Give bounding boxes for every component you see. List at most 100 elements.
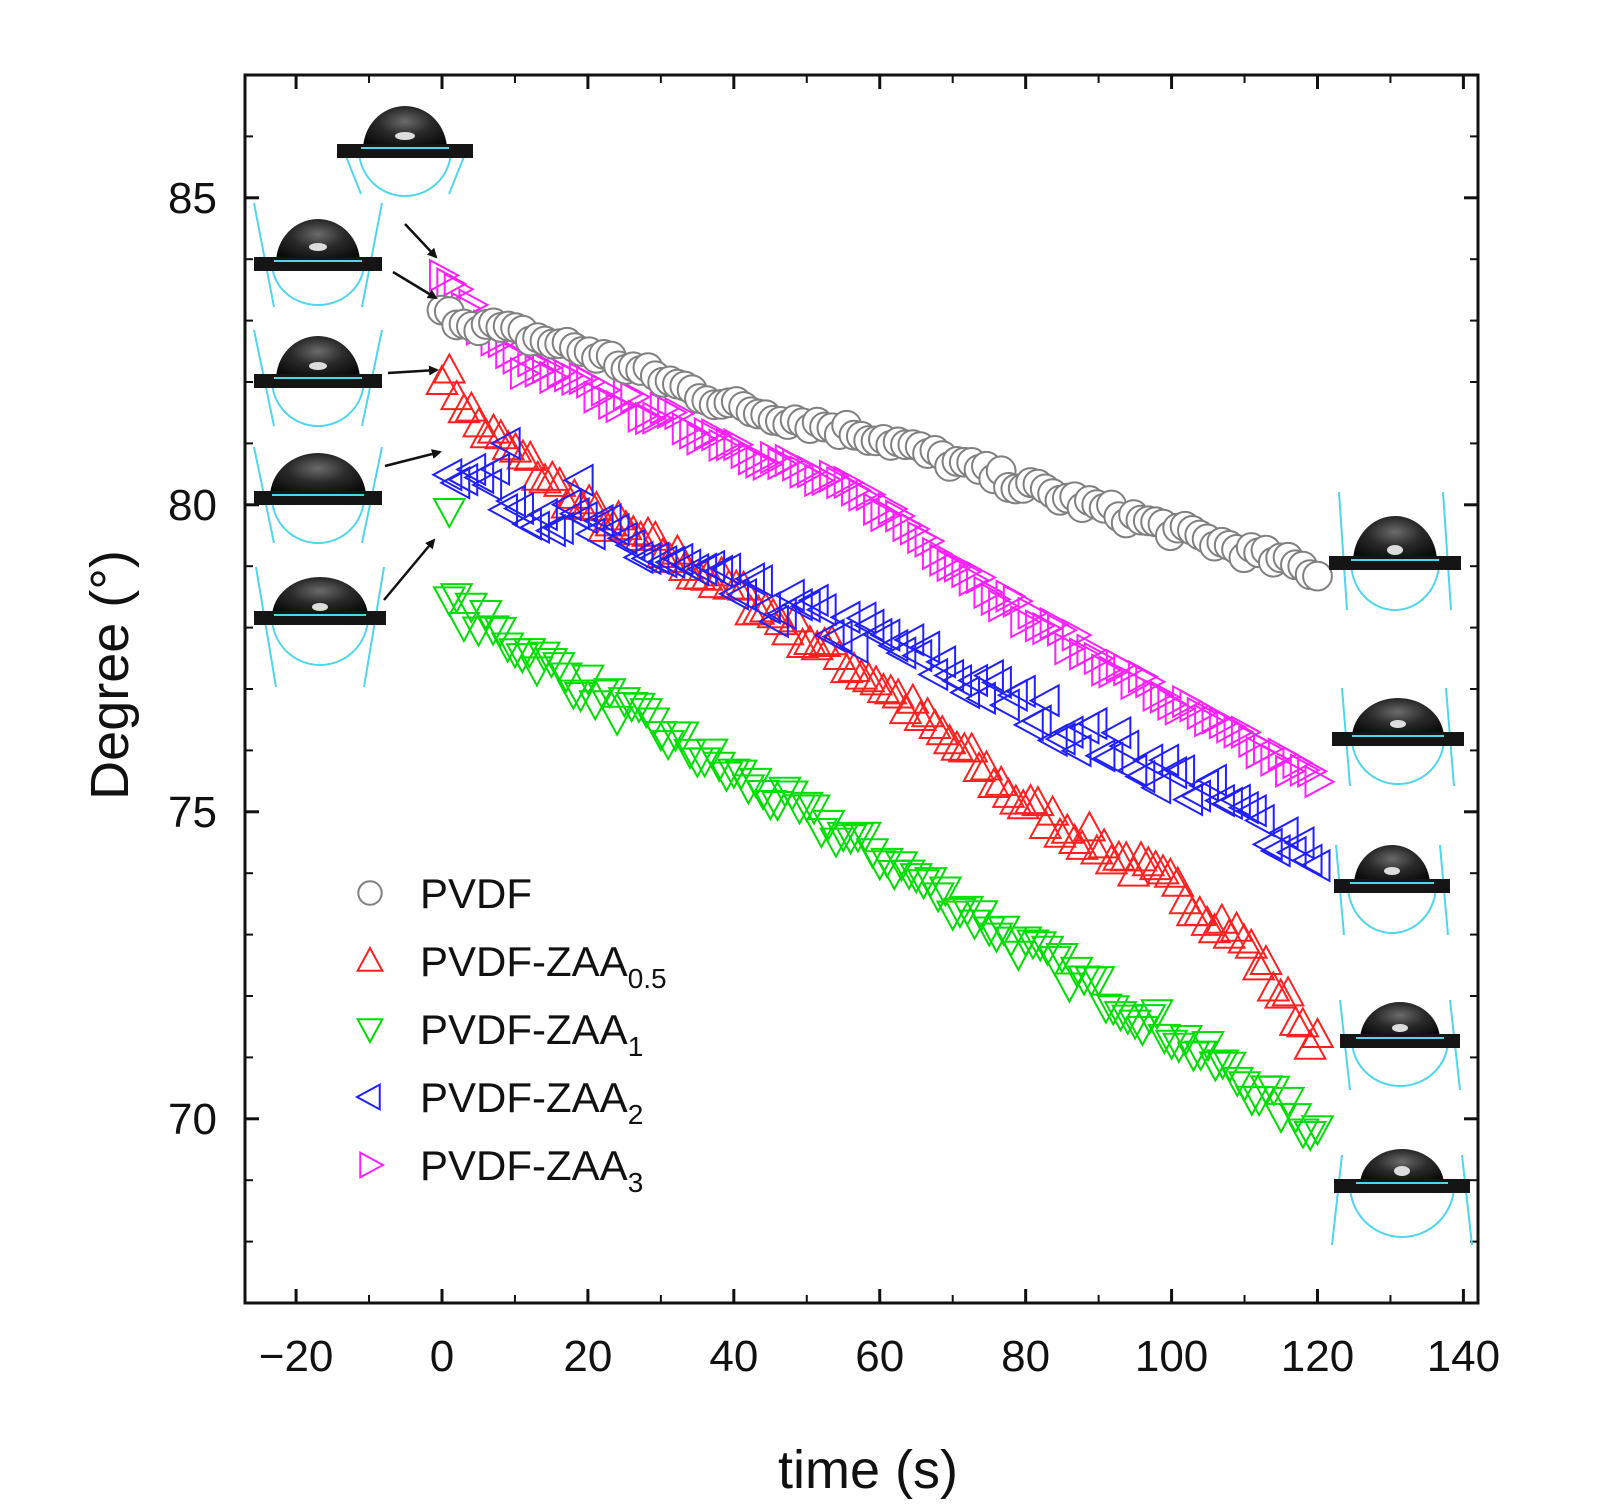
data-point <box>574 516 606 551</box>
data-point <box>512 638 547 670</box>
data-point <box>862 850 897 882</box>
x-tick-label: 140 <box>1427 1332 1500 1381</box>
series-layer <box>425 258 1336 1153</box>
data-point <box>1079 833 1114 865</box>
data-point <box>1013 783 1048 815</box>
data-point <box>432 586 467 618</box>
data-point <box>1153 856 1188 888</box>
data-point <box>455 452 487 487</box>
data-point <box>665 721 700 753</box>
data-point <box>1211 786 1243 821</box>
data-point <box>851 661 886 693</box>
droplet-images <box>253 106 1473 1246</box>
data-point <box>439 465 471 500</box>
data-point <box>859 664 893 696</box>
data-point <box>490 632 525 664</box>
data-point <box>549 662 583 694</box>
legend-marker <box>355 945 385 972</box>
data-point <box>502 491 534 526</box>
droplet-image-end-zaa3 <box>1332 687 1464 787</box>
data-point <box>748 591 783 623</box>
data-point <box>1001 940 1036 972</box>
arrow-pvdf <box>392 270 438 300</box>
data-point <box>1043 816 1077 848</box>
data-point <box>1243 803 1275 838</box>
data-point <box>461 406 496 438</box>
data-point <box>903 699 938 731</box>
legend-label: PVDF <box>420 870 532 917</box>
data-point <box>837 630 869 665</box>
data-point <box>917 657 949 692</box>
data-point <box>1147 1023 1182 1055</box>
data-point <box>1057 822 1092 854</box>
data-point <box>645 536 680 568</box>
data-point <box>1283 825 1315 860</box>
data-point <box>468 599 503 632</box>
data-point <box>741 563 773 598</box>
data-point <box>800 629 835 661</box>
data-point <box>498 431 533 463</box>
arrow-pvdf-zaa2 <box>384 449 442 468</box>
data-point <box>731 774 766 806</box>
data-point <box>909 630 941 665</box>
data-point <box>1039 606 1071 641</box>
data-point <box>885 636 917 670</box>
data-point <box>651 730 686 762</box>
data-point <box>773 578 805 613</box>
data-point <box>1008 926 1043 958</box>
data-point <box>1203 783 1235 818</box>
droplet-image-end-zaa0-5 <box>1339 999 1461 1091</box>
data-point <box>972 658 1004 693</box>
data-point <box>1302 560 1333 592</box>
series-pvdf <box>426 294 1333 592</box>
data-point <box>582 503 614 538</box>
data-point <box>1004 674 1036 709</box>
data-point <box>578 690 613 722</box>
data-point <box>1169 1024 1204 1057</box>
data-point <box>899 863 934 895</box>
data-point <box>844 658 879 690</box>
droplet-image-end-zaa2 <box>1334 844 1450 936</box>
data-point <box>1300 1115 1335 1147</box>
data-point <box>494 484 527 518</box>
legend-label: PVDF-ZAA1 <box>420 1006 643 1062</box>
legend: PVDFPVDF-ZAA0.5PVDF-ZAA1PVDF-ZAA2PVDF-ZA… <box>354 870 667 1198</box>
data-point <box>1084 738 1116 773</box>
y-tick-label: 85 <box>168 174 217 223</box>
data-point <box>1299 848 1331 883</box>
data-point <box>918 707 952 739</box>
data-point <box>725 577 757 612</box>
x-tick-label: 40 <box>709 1332 758 1381</box>
data-point <box>600 705 634 737</box>
data-point <box>884 851 919 883</box>
legend-label-subscript: 1 <box>628 1031 644 1062</box>
data-point <box>853 608 885 643</box>
data-point <box>702 554 734 589</box>
data-point <box>1227 922 1261 954</box>
data-point <box>454 592 489 624</box>
data-point <box>557 477 592 509</box>
data-point <box>1118 1009 1152 1041</box>
data-point <box>1108 729 1140 764</box>
data-point <box>805 592 837 627</box>
data-point <box>1132 743 1164 777</box>
data-point <box>1124 759 1156 794</box>
x-tick-label: 80 <box>1001 1332 1050 1381</box>
data-point <box>585 679 620 711</box>
data-point <box>1148 743 1180 778</box>
droplet-image-end-zaa1 <box>1331 1149 1473 1246</box>
arrow-pvdf-zaa1 <box>383 538 436 601</box>
data-point <box>1050 812 1085 844</box>
legend-marker <box>357 880 383 906</box>
data-point <box>1116 753 1148 788</box>
data-point <box>1256 1075 1291 1107</box>
data-point <box>1163 753 1196 788</box>
data-point <box>1116 855 1151 887</box>
data-point <box>709 552 742 587</box>
data-point <box>550 487 582 522</box>
data-point <box>1060 733 1092 768</box>
data-point <box>662 542 694 577</box>
data-point <box>590 503 622 537</box>
data-point <box>1300 1016 1335 1048</box>
data-point <box>962 750 996 782</box>
